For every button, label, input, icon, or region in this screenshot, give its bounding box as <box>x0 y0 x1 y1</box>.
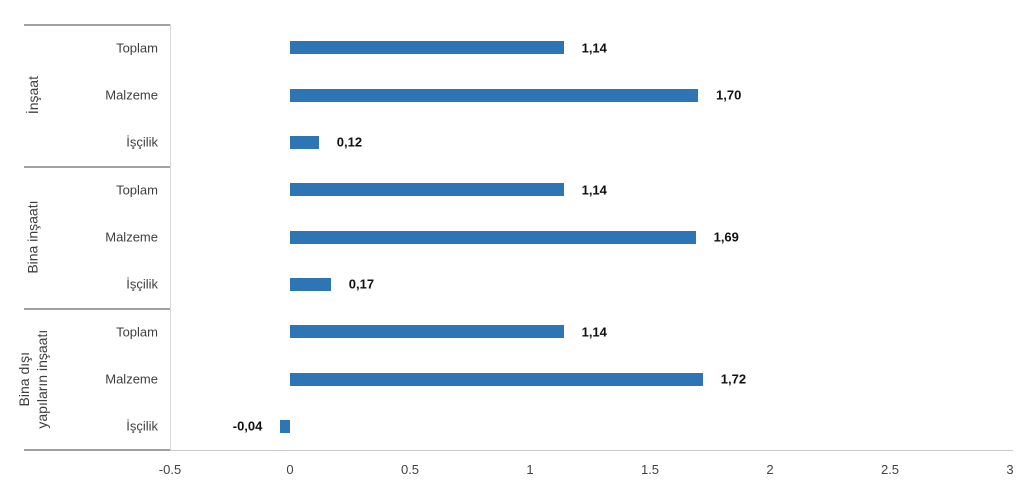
row-label: Malzeme <box>105 229 158 245</box>
bar <box>290 41 564 55</box>
bar <box>290 135 319 149</box>
bar-value-label: 1,69 <box>713 229 739 245</box>
group-divider-line <box>24 166 170 168</box>
x-axis-line <box>170 450 1013 451</box>
x-tick-label: 0.5 <box>400 462 420 477</box>
x-tick-label: 3 <box>1006 462 1014 477</box>
bar <box>290 183 564 197</box>
bar-value-label: 1,70 <box>716 87 742 103</box>
bar-value-label: 1,72 <box>720 371 747 387</box>
x-tick-label: 2.5 <box>880 462 900 477</box>
bar-value-label: 1,14 <box>581 182 607 198</box>
bar-value-label: 1,14 <box>581 40 607 56</box>
bar <box>290 277 331 291</box>
x-tick-label: 2 <box>766 462 774 477</box>
group-label-text: Bina inşaatı <box>24 200 41 274</box>
bar <box>290 372 703 386</box>
group-label-3: Bina dışı yapıların inşaatı <box>2 308 64 450</box>
row-label: Malzeme <box>105 87 158 103</box>
row-label: Malzeme <box>105 371 158 387</box>
plot-left-edge-line <box>170 24 171 450</box>
bar-value-label: 1,14 <box>581 324 607 340</box>
bar <box>290 325 564 339</box>
group-label-text: Bina dışı yapıların inşaatı <box>15 329 50 429</box>
x-tick-label: 1.5 <box>640 462 660 477</box>
group-label-text: İnşaat <box>24 75 41 115</box>
bar-value-label: 0,17 <box>348 276 375 292</box>
x-tick-label: 1 <box>526 462 534 477</box>
category-band-bottom-line <box>24 449 170 451</box>
bar-value-label: -0,04 <box>232 418 263 434</box>
row-label: Toplam <box>116 182 158 198</box>
group-divider-line <box>24 24 170 26</box>
row-label: Toplam <box>116 40 158 56</box>
bar <box>290 230 696 244</box>
bar-value-label: 0,12 <box>336 134 363 150</box>
row-label: İşçilik <box>126 134 158 150</box>
group-divider-line <box>24 308 170 310</box>
bar <box>290 88 698 102</box>
group-label-1: İnşaat <box>2 24 64 166</box>
row-label: İşçilik <box>126 418 158 434</box>
x-tick-label: -0.5 <box>158 462 182 477</box>
row-label: Toplam <box>116 324 158 340</box>
group-label-2: Bina inşaatı <box>2 166 64 308</box>
row-label: İşçilik <box>126 276 158 292</box>
bar <box>280 419 290 433</box>
x-tick-label: 0 <box>286 462 294 477</box>
